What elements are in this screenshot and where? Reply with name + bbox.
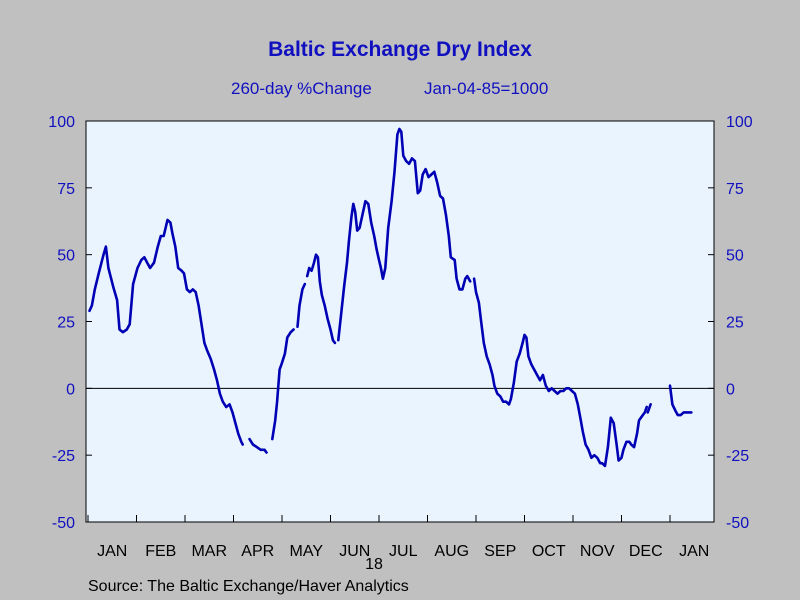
source-note: Source: The Baltic Exchange/Haver Analyt… — [88, 578, 409, 595]
plot-area — [85, 120, 715, 523]
x-tick-label-month: NOV — [580, 543, 615, 560]
y-tick-label-right: 100 — [726, 114, 753, 131]
x-tick-label-month: JUL — [389, 543, 418, 560]
y-tick-label-left: 75 — [57, 181, 75, 198]
y-tick-label-left: -25 — [52, 448, 75, 465]
x-tick-label-month: FEB — [145, 543, 176, 560]
series-line-segment — [88, 218, 244, 446]
series-line-segment — [337, 127, 472, 342]
x-tick-label-month: OCT — [532, 543, 566, 560]
y-tick-label-right: 50 — [726, 248, 744, 265]
chart-title: Baltic Exchange Dry Index — [268, 38, 532, 61]
y-tick-label-right: 75 — [726, 181, 744, 198]
series-line-segment — [296, 282, 307, 329]
y-tick-label-right: 25 — [726, 315, 744, 332]
y-tick-label-left: 100 — [48, 114, 75, 131]
y-tick-label-right: -50 — [726, 515, 749, 532]
series-line-segment — [271, 328, 295, 441]
x-tick-label-month: JAN — [679, 543, 709, 560]
x-tick-label-month: JAN — [97, 543, 127, 560]
y-tick-label-left: 50 — [57, 248, 75, 265]
x-tick-label-month: APR — [241, 543, 274, 560]
x-tick-label-month: DEC — [629, 543, 663, 560]
y-tick-label-left: -50 — [52, 515, 75, 532]
chart-subtitle-measure: 260-day %Change — [231, 79, 372, 98]
series-line-segment — [646, 403, 652, 414]
y-tick-label-right: -25 — [726, 448, 749, 465]
series-line-segment — [305, 253, 337, 345]
x-tick-label-month: MAR — [191, 543, 227, 560]
axis-ticks — [86, 120, 714, 523]
year-label: 18 — [365, 556, 383, 573]
y-tick-label-left: 25 — [57, 315, 75, 332]
axis-labels: 100 100 75 75 50 50 25 25 0 0 -25 -25 -50 -50 JAN FEB MA… — [48, 114, 753, 560]
series-line-segment — [248, 437, 268, 454]
series-line — [88, 127, 693, 468]
y-tick-label-right: 0 — [726, 381, 735, 398]
series-line-segment — [668, 384, 693, 417]
x-tick-label-month: SEP — [484, 543, 516, 560]
x-tick-label-month: JUN — [339, 543, 370, 560]
series-line-segment — [472, 277, 648, 468]
chart-subtitle-base: Jan-04-85=1000 — [424, 79, 549, 98]
y-tick-label-left: 0 — [66, 381, 75, 398]
x-tick-label-month: MAY — [290, 543, 324, 560]
x-tick-label-month: AUG — [434, 543, 469, 560]
